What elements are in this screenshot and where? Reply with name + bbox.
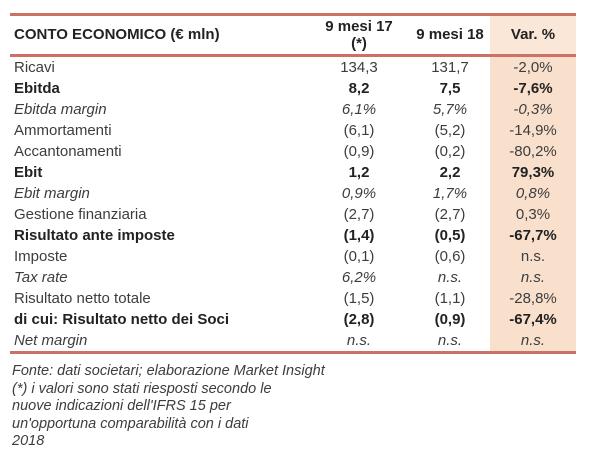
- value-9-mesi-18: (0,2): [434, 142, 466, 160]
- source-note-line: 2018: [12, 433, 45, 449]
- table-row: Accantonamenti (0,9) (0,2) -80,2%: [10, 141, 576, 162]
- table-row: Risultato ante imposte (1,4) (0,5) -67,7…: [10, 225, 576, 246]
- row-label: Net margin: [14, 331, 88, 349]
- table-row: Ammortamenti (6,1) (5,2) -14,9%: [10, 120, 576, 141]
- value-9-mesi-17: (2,7): [343, 205, 375, 223]
- value-9-mesi-18: (0,5): [434, 226, 466, 244]
- value-9-mesi-17: (2,8): [343, 310, 375, 328]
- column-header-9-mesi-17: 9 mesi 17 (*): [308, 16, 410, 54]
- table-row: Ebit 1,2 2,2 79,3%: [10, 162, 576, 183]
- row-label: Gestione finanziaria: [14, 205, 147, 223]
- row-label: Imposte: [14, 247, 68, 265]
- value-9-mesi-17: (1,4): [343, 226, 375, 244]
- value-9-mesi-18: (0,6): [434, 247, 466, 265]
- value-9-mesi-17: 6,2%: [341, 268, 377, 286]
- value-9-mesi-17: n.s.: [346, 331, 372, 349]
- value-9-mesi-17: 1,2: [348, 163, 370, 181]
- value-9-mesi-18: (5,2): [434, 121, 466, 139]
- value-9-mesi-18: 5,7%: [432, 100, 468, 118]
- table-row: Ebitda margin 6,1% 5,7% -0,3%: [10, 99, 576, 120]
- value-var-percent: -0,3%: [490, 99, 576, 120]
- value-var-percent: -67,4%: [490, 309, 576, 330]
- table-header-row: CONTO ECONOMICO (€ mln) 9 mesi 17 (*) 9 …: [10, 16, 576, 57]
- value-9-mesi-18: 7,5: [439, 79, 461, 97]
- income-statement-table: CONTO ECONOMICO (€ mln) 9 mesi 17 (*) 9 …: [10, 13, 576, 354]
- table-title: CONTO ECONOMICO (€ mln): [14, 26, 220, 44]
- value-9-mesi-17: (0,1): [343, 247, 375, 265]
- table-row: Tax rate 6,2% n.s. n.s.: [10, 267, 576, 288]
- value-9-mesi-17: 0,9%: [341, 184, 377, 202]
- value-9-mesi-17: 6,1%: [341, 100, 377, 118]
- source-note-line: Fonte: dati societari; elaborazione Mark…: [12, 363, 325, 379]
- table-row: Ebit margin 0,9% 1,7% 0,8%: [10, 183, 576, 204]
- value-var-percent: -14,9%: [490, 120, 576, 141]
- value-9-mesi-18: (2,7): [434, 205, 466, 223]
- table-row: Risultato netto totale (1,5) (1,1) -28,8…: [10, 288, 576, 309]
- value-9-mesi-18: (1,1): [434, 289, 466, 307]
- value-var-percent: n.s.: [490, 330, 576, 351]
- value-var-percent: n.s.: [490, 246, 576, 267]
- table-row: Gestione finanziaria (2,7) (2,7) 0,3%: [10, 204, 576, 225]
- column-header-var-percent: Var. %: [490, 16, 576, 54]
- value-var-percent: 0,3%: [490, 204, 576, 225]
- row-label: Accantonamenti: [14, 142, 122, 160]
- column-header-9-mesi-18: 9 mesi 18: [416, 26, 484, 44]
- value-var-percent: 79,3%: [490, 162, 576, 183]
- value-var-percent: n.s.: [490, 267, 576, 288]
- value-9-mesi-18: 1,7%: [432, 184, 468, 202]
- value-9-mesi-17: (1,5): [343, 289, 375, 307]
- value-9-mesi-18: n.s.: [437, 331, 463, 349]
- value-9-mesi-18: 131,7: [431, 58, 469, 76]
- source-note-line: un'opportuna comparabilità con i dati: [12, 415, 249, 432]
- source-note-line: nuove indicazioni dell'IFRS 15 per: [12, 398, 231, 414]
- row-label: Risultato ante imposte: [14, 226, 175, 244]
- table-row: Net margin n.s. n.s. n.s.: [10, 330, 576, 351]
- row-label: Risultato netto totale: [14, 289, 151, 307]
- row-label: Ricavi: [14, 58, 55, 76]
- column-header-9-mesi-17-line1: 9 mesi 17: [325, 17, 393, 35]
- value-var-percent: 0,8%: [490, 183, 576, 204]
- value-var-percent: -80,2%: [490, 141, 576, 162]
- row-label: Tax rate: [14, 268, 68, 286]
- table-row: Ebitda 8,2 7,5 -7,6%: [10, 78, 576, 99]
- value-var-percent: -67,7%: [490, 225, 576, 246]
- table-body: Ricavi 134,3 131,7 -2,0% Ebitda 8,2 7,5 …: [10, 57, 576, 351]
- value-9-mesi-18: 2,2: [439, 163, 461, 181]
- row-label: Ebit margin: [14, 184, 90, 202]
- value-var-percent: -2,0%: [490, 57, 576, 78]
- value-9-mesi-18: (0,9): [434, 310, 466, 328]
- value-9-mesi-17: 134,3: [340, 58, 378, 76]
- table-row: Ricavi 134,3 131,7 -2,0%: [10, 57, 576, 78]
- row-label: Ebitda margin: [14, 100, 107, 118]
- value-var-percent: -28,8%: [490, 288, 576, 309]
- value-9-mesi-17: (0,9): [343, 142, 375, 160]
- row-label: Ammortamenti: [14, 121, 112, 139]
- row-label: Ebit: [14, 163, 43, 181]
- value-9-mesi-17: 8,2: [348, 79, 370, 97]
- value-9-mesi-17: (6,1): [343, 121, 375, 139]
- row-label: Ebitda: [14, 79, 60, 97]
- value-9-mesi-18: n.s.: [437, 268, 463, 286]
- table-row: Imposte (0,1) (0,6) n.s.: [10, 246, 576, 267]
- column-header-9-mesi-17-line2: (*): [351, 35, 367, 52]
- row-label: di cui: Risultato netto dei Soci: [14, 310, 230, 328]
- source-note: Fonte: dati societari; elaborazione Mark…: [12, 363, 572, 450]
- table-row: di cui: Risultato netto dei Soci (2,8) (…: [10, 309, 576, 330]
- source-note-line: (*) i valori sono stati riesposti second…: [12, 380, 272, 397]
- value-var-percent: -7,6%: [490, 78, 576, 99]
